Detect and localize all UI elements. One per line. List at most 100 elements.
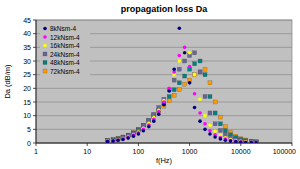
data-point xyxy=(203,67,207,71)
x-tick xyxy=(189,143,190,146)
data-point xyxy=(162,103,166,107)
x-tick-label: 1000 xyxy=(182,148,198,155)
data-point xyxy=(183,74,187,78)
y-tick-label: 30 xyxy=(23,58,31,65)
data-point xyxy=(157,113,161,117)
data-point xyxy=(203,95,207,99)
data-point xyxy=(208,132,212,136)
data-point xyxy=(193,73,197,77)
data-point xyxy=(106,139,110,143)
data-point xyxy=(178,59,182,63)
data-point xyxy=(152,119,156,123)
data-point xyxy=(183,51,187,55)
data-point xyxy=(121,137,125,141)
y-tick-label: 35 xyxy=(23,44,31,51)
y-tick xyxy=(33,115,36,116)
y-axis-label: Da (dB/m) xyxy=(3,64,12,99)
legend-label: 72kNsm-4 xyxy=(50,68,80,75)
data-point xyxy=(193,51,197,55)
data-point xyxy=(172,78,176,82)
data-point xyxy=(167,99,171,103)
data-point xyxy=(254,141,258,143)
legend-box xyxy=(40,23,90,77)
data-point xyxy=(177,81,181,85)
data-point xyxy=(147,125,151,129)
grid-line xyxy=(36,143,292,144)
legend-marker xyxy=(43,69,47,73)
data-point xyxy=(213,122,217,126)
data-point xyxy=(234,140,238,143)
data-point xyxy=(106,140,110,143)
legend-label: 12kNsm-4 xyxy=(50,34,80,41)
y-tick xyxy=(33,102,36,103)
data-point xyxy=(142,129,146,133)
data-point xyxy=(254,140,258,143)
x-axis-label: f(Hz) xyxy=(156,156,173,165)
legend-marker xyxy=(43,52,47,56)
data-point xyxy=(137,132,141,136)
y-tick-label: 15 xyxy=(23,99,31,106)
data-point xyxy=(213,135,217,139)
data-point xyxy=(239,140,243,143)
data-point xyxy=(111,139,115,143)
data-point xyxy=(208,81,212,85)
data-point xyxy=(188,51,192,55)
data-point xyxy=(198,70,202,74)
plot-frame xyxy=(36,20,292,143)
data-point xyxy=(249,141,253,143)
y-tick xyxy=(33,129,36,130)
data-point xyxy=(213,129,217,133)
legend: 8kNsm-412kNsm-416kNsm-424kNsm-448kNsm-47… xyxy=(40,23,90,77)
legend-marker xyxy=(43,27,47,31)
data-point xyxy=(178,26,182,30)
x-tick-label: 100000 xyxy=(273,148,296,155)
data-point xyxy=(126,136,130,140)
data-point xyxy=(188,81,192,85)
data-point xyxy=(198,97,202,101)
data-point xyxy=(177,67,181,71)
x-tick-label: 100 xyxy=(133,148,145,155)
x-tick xyxy=(138,143,139,146)
legend-label: 48kNsm-4 xyxy=(50,59,80,66)
data-point xyxy=(121,137,125,141)
data-point xyxy=(234,140,238,143)
data-point xyxy=(121,138,125,142)
data-point xyxy=(167,95,171,99)
data-point xyxy=(198,70,202,74)
data-point xyxy=(249,140,253,143)
data-point xyxy=(177,88,181,92)
x-tick-label: 1 xyxy=(34,148,38,155)
x-tick xyxy=(87,143,88,146)
data-point xyxy=(126,136,130,140)
data-point xyxy=(172,93,176,97)
marks xyxy=(106,26,259,143)
y-tick xyxy=(33,33,36,34)
y-tick xyxy=(33,20,36,21)
y-tick-label: 5 xyxy=(27,126,31,133)
data-point xyxy=(203,122,207,126)
y-tick-label: 20 xyxy=(23,85,31,92)
data-point xyxy=(208,111,212,115)
y-tick xyxy=(33,47,36,48)
data-point xyxy=(193,62,197,66)
data-point xyxy=(193,73,197,77)
data-point xyxy=(254,140,258,143)
x-tick xyxy=(36,143,37,146)
legend-label: 24kNsm-4 xyxy=(50,51,80,58)
x-tick-label: 10000 xyxy=(231,148,251,155)
data-point xyxy=(172,88,176,92)
data-point xyxy=(116,137,120,141)
data-point xyxy=(106,139,110,143)
data-point xyxy=(132,134,136,138)
y-tick-label: 10 xyxy=(23,112,31,119)
y-tick xyxy=(33,88,36,89)
data-point xyxy=(116,138,120,142)
y-axis xyxy=(36,20,37,143)
data-point xyxy=(111,138,115,142)
data-point xyxy=(203,128,207,132)
x-tick xyxy=(240,143,241,146)
data-point xyxy=(106,139,110,143)
data-point xyxy=(183,59,187,63)
grid-line xyxy=(36,129,292,130)
data-point xyxy=(223,129,227,133)
